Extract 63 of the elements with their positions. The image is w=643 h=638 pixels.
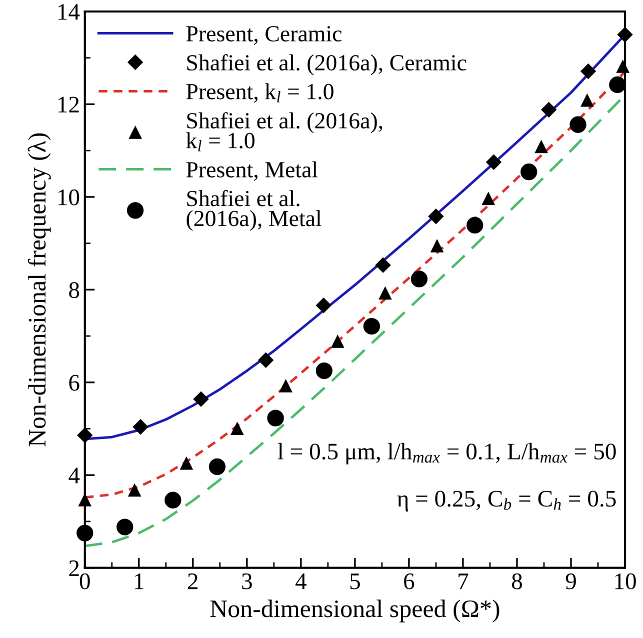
point <box>316 298 332 313</box>
x-tick-label: 7 <box>458 574 468 590</box>
point <box>541 102 556 118</box>
x-tick-label: 4 <box>295 574 306 590</box>
y-tick-label: 12 <box>58 96 79 112</box>
y-tick-label: 4 <box>68 468 80 484</box>
point <box>76 524 94 542</box>
point <box>230 422 244 435</box>
point <box>428 208 444 224</box>
point <box>482 192 495 206</box>
point <box>378 287 392 300</box>
legend-label: Shafiei et al. (2016a), Ceramic <box>187 54 466 76</box>
point <box>116 518 134 536</box>
point <box>331 335 344 348</box>
y-tick-label: 10 <box>58 189 80 206</box>
point <box>375 258 391 273</box>
point <box>580 94 594 107</box>
legend-label: Shafiei et al. (2016a), k$_{l}$ = 1.0 <box>186 112 382 152</box>
point <box>78 494 92 506</box>
y-tick-label: 8 <box>69 282 80 298</box>
x-tick-label: 5 <box>350 574 360 590</box>
point <box>128 484 141 497</box>
x-tick-label: 1 <box>135 573 144 590</box>
y-tick-label: 2 <box>69 560 79 576</box>
point <box>410 270 428 288</box>
point <box>466 216 484 234</box>
point <box>430 240 444 252</box>
point <box>164 492 182 508</box>
point <box>363 318 380 335</box>
x-tick-label: 0 <box>80 573 90 590</box>
point <box>520 164 538 180</box>
legend-label: Present, Metal <box>186 161 318 181</box>
x-tick-label: 8 <box>512 573 522 590</box>
y-axis-title: Non-dimensional frequency (λ) <box>28 133 51 446</box>
point <box>535 140 548 154</box>
x-tick-label: 2 <box>188 573 198 590</box>
point <box>208 458 226 476</box>
annotation: η = 0.25, C$_{b}$ = C$_{h}$ = 0.5 <box>397 490 616 512</box>
point <box>580 64 596 79</box>
point <box>280 380 292 392</box>
x-axis-title: Non-dimensional speed (Ω*) <box>210 600 500 622</box>
point <box>617 27 633 42</box>
point <box>77 428 92 443</box>
y-tick-label: 6 <box>69 374 80 391</box>
point <box>267 410 284 426</box>
x-tick-label: 3 <box>242 573 252 590</box>
point <box>486 154 502 170</box>
point <box>180 457 193 470</box>
point <box>132 419 148 434</box>
point <box>258 352 274 368</box>
x-tick-label: 10 <box>615 573 636 590</box>
y-tick-label: 14 <box>58 4 80 20</box>
point <box>616 60 630 73</box>
x-tick-label: 9 <box>566 573 576 590</box>
point <box>609 76 626 94</box>
annotation: l = 0.5 μm, l/h$_{max}$ = 0.1, L/h$_{max}$ = 50 <box>278 442 616 464</box>
point <box>316 362 332 380</box>
x-tick-label: 6 <box>404 573 414 590</box>
point <box>193 391 209 407</box>
point <box>570 116 586 133</box>
legend-label: Present, Ceramic <box>186 26 342 45</box>
legend-label: Shafiei et al. (2016a), Metal <box>186 190 322 231</box>
legend-label: Present, k$_{l}$ = 1.0 <box>186 83 334 103</box>
